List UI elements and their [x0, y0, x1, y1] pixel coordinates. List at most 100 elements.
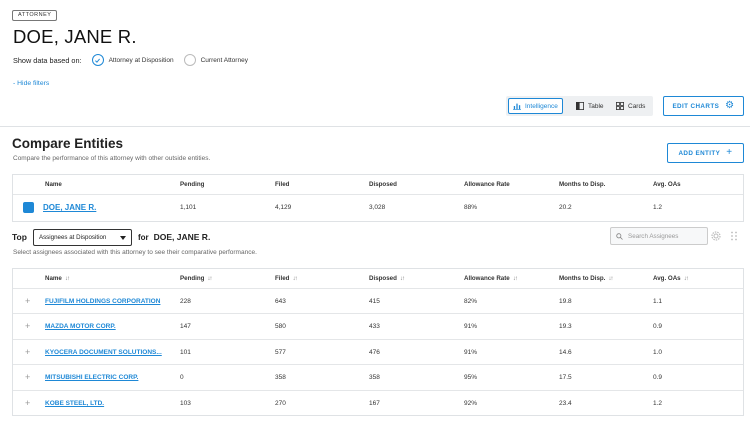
- tab-intelligence[interactable]: Intelligence: [508, 98, 563, 114]
- column-header-disposed[interactable]: Disposed ↓↑: [369, 275, 405, 282]
- sort-icon: ↓↑: [207, 276, 212, 282]
- cell-filed: 580: [275, 323, 286, 331]
- column-header-filed: Filed: [275, 181, 290, 188]
- search-icon: [616, 232, 623, 240]
- search-assignees-input[interactable]: [628, 232, 703, 240]
- assignee-name-link[interactable]: MAZDA MOTOR CORP.: [45, 323, 116, 331]
- entity-color-swatch[interactable]: [23, 202, 34, 213]
- add-to-compare-icon[interactable]: +: [25, 321, 31, 332]
- settings-gear-icon[interactable]: [711, 231, 721, 243]
- add-entity-button[interactable]: ADD ENTITY +: [667, 143, 744, 163]
- cell-pending: 147: [180, 323, 191, 331]
- cell-disposed: 433: [369, 323, 380, 331]
- cell-months-to-disp: 23.4: [559, 399, 572, 407]
- radio-current-attorney[interactable]: [183, 54, 196, 66]
- assignees-table: Name ↓↑ Pending ↓↑ Filed ↓↑ Disposed ↓↑ Allo…: [12, 268, 744, 416]
- cell-disposed: 415: [369, 298, 380, 305]
- cell-disposed: 476: [369, 348, 380, 356]
- cell-pending: 228: [180, 298, 191, 305]
- column-header-disposed: Disposed: [369, 181, 397, 188]
- cell-pending: 1,101: [180, 204, 197, 211]
- edit-charts-label: EDIT CHARTS: [672, 102, 720, 110]
- column-header-name: Name: [45, 181, 62, 188]
- drag-handle-icon[interactable]: [730, 231, 738, 243]
- cell-avg-oas: 1.2: [653, 399, 663, 407]
- table-row: + FUJIFILM HOLDINGS CORPORATION 228 643 415 8…: [13, 289, 743, 315]
- cell-allowance-rate: 92%: [464, 399, 478, 407]
- cell-allowance-rate: 82%: [464, 298, 478, 305]
- cell-filed: 358: [275, 374, 286, 382]
- add-entity-label: ADD ENTITY: [678, 149, 721, 157]
- radio-label-current-attorney[interactable]: Current Attorney: [200, 56, 248, 64]
- column-header-months-to-disp[interactable]: Months to Disp. ↓↑: [559, 275, 613, 282]
- for-entity-name: DOE, JANE R.: [153, 232, 211, 242]
- assignee-name-link[interactable]: KOBE STEEL, LTD.: [45, 399, 105, 407]
- assignee-name-link[interactable]: MITSUBISHI ELECTRIC CORP.: [45, 374, 139, 382]
- compare-entities-title: Compare Entities: [12, 136, 124, 151]
- add-to-compare-icon[interactable]: +: [25, 372, 31, 383]
- add-to-compare-icon[interactable]: +: [25, 397, 31, 408]
- cell-filed: 577: [275, 348, 286, 356]
- tab-table[interactable]: Table: [576, 98, 604, 114]
- add-to-compare-icon[interactable]: +: [25, 346, 31, 357]
- column-header-avg-oas: Avg. OAs: [653, 181, 681, 188]
- column-header-name[interactable]: Name ↓↑: [45, 275, 70, 282]
- bar-chart-icon: [513, 103, 521, 110]
- table-header: Name ↓↑ Pending ↓↑ Filed ↓↑ Disposed ↓↑ Allo…: [13, 269, 743, 289]
- table-row: + MAZDA MOTOR CORP. 147 580 433 91% 19.3 0.9: [13, 314, 743, 340]
- for-label: for: [137, 232, 149, 242]
- cell-allowance-rate: 91%: [464, 348, 478, 356]
- radio-attorney-at-disposition[interactable]: [91, 54, 104, 66]
- radio-label-attorney-at-disposition[interactable]: Attorney at Disposition: [108, 56, 174, 64]
- tab-table-label: Table: [588, 102, 604, 110]
- assignee-name-link[interactable]: KYOCERA DOCUMENT SOLUTIONS...: [45, 348, 162, 356]
- table-row: + KOBE STEEL, LTD. 103 270 167 92% 23.4 1.2: [13, 391, 743, 416]
- compare-entities-subtitle: Compare the performance of this attorney…: [13, 155, 211, 162]
- assignee-type-select[interactable]: Assignees at Disposition: [32, 228, 132, 246]
- top-assignees-subtitle: Select assignees associated with this at…: [13, 249, 257, 256]
- assignees-table-body: + FUJIFILM HOLDINGS CORPORATION 228 643 415 8…: [13, 289, 743, 416]
- cell-allowance-rate: 88%: [464, 204, 478, 211]
- add-to-compare-icon[interactable]: +: [25, 296, 31, 306]
- column-header-pending: Pending: [180, 181, 205, 188]
- cell-months-to-disp: 19.3: [559, 323, 572, 331]
- top-label: Top: [12, 232, 27, 242]
- column-header-months-to-disp: Months to Disp.: [559, 181, 606, 188]
- cell-avg-oas: 0.9: [653, 323, 663, 331]
- view-switcher: Intelligence Table Cards: [506, 96, 653, 116]
- sort-icon: ↓↑: [683, 276, 689, 282]
- cell-filed: 643: [275, 298, 286, 305]
- table-icon: [576, 102, 584, 110]
- table-row: + KYOCERA DOCUMENT SOLUTIONS... 101 577 476 9…: [13, 340, 743, 366]
- column-header-allowance-rate[interactable]: Allowance Rate ↓↑: [464, 275, 518, 282]
- cell-pending: 101: [180, 348, 191, 356]
- search-assignees-field[interactable]: [610, 227, 708, 245]
- hide-filters-link[interactable]: - Hide filters: [13, 80, 50, 87]
- tab-cards[interactable]: Cards: [616, 98, 645, 114]
- section-divider: [0, 126, 750, 127]
- cell-disposed: 3,028: [369, 204, 386, 211]
- entity-type-badge: ATTORNEY: [12, 10, 58, 21]
- cell-avg-oas: 1.2: [653, 204, 663, 211]
- compare-entities-table: Name Pending Filed Disposed Allowance Ra…: [12, 174, 744, 222]
- cell-months-to-disp: 14.6: [559, 348, 572, 356]
- column-header-avg-oas[interactable]: Avg. OAs ↓↑: [653, 275, 689, 282]
- cell-disposed: 358: [369, 374, 380, 382]
- tab-cards-label: Cards: [628, 102, 646, 110]
- cell-allowance-rate: 91%: [464, 323, 478, 331]
- column-header-allowance-rate: Allowance Rate: [464, 181, 510, 188]
- sort-icon: ↓↑: [512, 276, 518, 282]
- top-assignees-controls: Top Assignees at Disposition for DOE, JA…: [12, 228, 210, 246]
- cell-filed: 4,129: [275, 204, 292, 211]
- entity-name-link[interactable]: DOE, JANE R.: [43, 203, 97, 212]
- cell-pending: 103: [180, 399, 191, 407]
- data-basis-label: Show data based on:: [13, 55, 82, 65]
- cell-allowance-rate: 95%: [464, 374, 478, 382]
- table-row: DOE, JANE R. 1,101 4,129 3,028 88% 20.2 …: [13, 195, 743, 221]
- column-header-filed[interactable]: Filed ↓↑: [275, 275, 297, 282]
- table-header: Name Pending Filed Disposed Allowance Ra…: [13, 175, 743, 195]
- edit-charts-button[interactable]: EDIT CHARTS ⚙: [663, 96, 744, 116]
- cell-disposed: 167: [369, 399, 380, 407]
- assignee-name-link[interactable]: FUJIFILM HOLDINGS CORPORATION: [45, 298, 161, 305]
- column-header-pending[interactable]: Pending ↓↑: [180, 275, 212, 282]
